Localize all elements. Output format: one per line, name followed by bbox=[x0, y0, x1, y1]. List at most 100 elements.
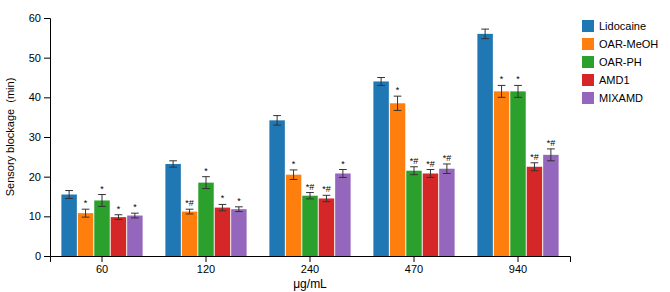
bar bbox=[335, 173, 350, 256]
annotation: * bbox=[221, 193, 225, 203]
bar bbox=[543, 155, 558, 256]
legend-swatch bbox=[582, 74, 594, 86]
error-bar bbox=[394, 96, 402, 110]
bar bbox=[215, 208, 230, 256]
tick-label: 120 bbox=[197, 263, 215, 275]
tick-label: 50 bbox=[29, 52, 41, 64]
bar bbox=[198, 183, 213, 256]
legend-swatch bbox=[582, 56, 594, 68]
legend-label: AMD1 bbox=[599, 74, 630, 86]
annotation: * bbox=[84, 198, 88, 208]
bar bbox=[111, 217, 126, 256]
error-bar bbox=[131, 213, 139, 218]
y-tick: 40 bbox=[29, 91, 50, 103]
bar bbox=[94, 200, 109, 256]
tick-mark bbox=[102, 256, 103, 262]
annotation: * bbox=[133, 202, 137, 212]
tick-label: 30 bbox=[29, 131, 41, 143]
axis-line bbox=[51, 257, 571, 263]
error-bar bbox=[306, 193, 314, 199]
tick-mark bbox=[44, 256, 50, 257]
error-bar bbox=[339, 170, 347, 178]
annotation: * bbox=[292, 159, 296, 169]
y-tick: 0 bbox=[35, 250, 50, 262]
annotation: * bbox=[117, 204, 121, 214]
tick-mark bbox=[206, 256, 207, 262]
bar-series bbox=[94, 85, 525, 256]
chart: 010203040506060120240470940μg/mLSensory … bbox=[0, 0, 670, 292]
legend-item: Lidocaine bbox=[582, 20, 646, 32]
bar bbox=[527, 167, 542, 256]
legend-label: Lidocaine bbox=[599, 20, 646, 32]
tick-label: 60 bbox=[29, 12, 41, 24]
bar bbox=[165, 164, 180, 256]
bar bbox=[439, 169, 454, 256]
tick-mark bbox=[414, 256, 415, 262]
bar bbox=[286, 175, 301, 256]
tick-mark bbox=[44, 216, 50, 217]
bar bbox=[61, 195, 76, 256]
bar bbox=[231, 209, 246, 256]
bar-series bbox=[61, 29, 492, 256]
annotation: * bbox=[204, 166, 208, 176]
annotation: *# bbox=[185, 198, 194, 208]
bar bbox=[269, 120, 284, 256]
legend-item: OAR-MeOH bbox=[582, 38, 658, 50]
error-bar bbox=[273, 116, 281, 126]
annotation: *# bbox=[410, 156, 419, 166]
tick-label: 10 bbox=[29, 210, 41, 222]
legend-label: MIXAMD bbox=[599, 92, 643, 104]
error-bar bbox=[377, 78, 385, 86]
annotation: * bbox=[341, 159, 345, 169]
bar-series bbox=[111, 163, 542, 256]
tick-mark bbox=[44, 137, 50, 138]
plot-area bbox=[61, 29, 558, 256]
x-axis-title: μg/mL bbox=[293, 277, 327, 291]
bar bbox=[127, 216, 142, 256]
tick-label: 470 bbox=[405, 263, 423, 275]
error-bar bbox=[514, 85, 522, 97]
error-bar bbox=[202, 177, 210, 189]
legend-swatch bbox=[582, 92, 594, 104]
error-bar bbox=[186, 209, 194, 214]
bar bbox=[373, 81, 388, 256]
tick-label: 0 bbox=[35, 250, 41, 262]
y-tick: 50 bbox=[29, 52, 50, 64]
x-tick: 940 bbox=[509, 256, 527, 275]
bar bbox=[494, 91, 509, 256]
error-bar bbox=[65, 191, 73, 199]
error-bar bbox=[443, 164, 451, 174]
annotation: *# bbox=[443, 153, 452, 163]
bar bbox=[319, 198, 334, 256]
tick-mark bbox=[310, 256, 311, 262]
annotation: *# bbox=[306, 182, 315, 192]
error-bar bbox=[235, 207, 243, 212]
bar bbox=[78, 213, 93, 256]
bar-series bbox=[78, 85, 509, 256]
annotation: * bbox=[396, 85, 400, 95]
error-bar bbox=[290, 170, 298, 180]
legend-swatch bbox=[582, 38, 594, 50]
bar-series bbox=[127, 149, 558, 256]
error-bar bbox=[531, 163, 539, 171]
legend-item: AMD1 bbox=[582, 74, 630, 86]
bar bbox=[302, 196, 317, 256]
y-tick: 10 bbox=[29, 210, 50, 222]
x-tick: 60 bbox=[96, 256, 108, 275]
legend-label: OAR-MeOH bbox=[599, 38, 658, 50]
tick-mark bbox=[518, 256, 519, 262]
tick-mark bbox=[44, 177, 50, 178]
tick-mark bbox=[44, 97, 50, 98]
bar bbox=[182, 212, 197, 256]
error-bar bbox=[498, 85, 506, 97]
tick-label: 940 bbox=[509, 263, 527, 275]
x-tick: 120 bbox=[197, 256, 215, 275]
bar bbox=[510, 91, 525, 256]
tick-label: 60 bbox=[96, 263, 108, 275]
tick-label: 40 bbox=[29, 91, 41, 103]
error-bar bbox=[323, 195, 331, 201]
y-axis-title: Sensory blockage (min) bbox=[4, 78, 16, 197]
error-bar bbox=[547, 149, 555, 161]
tick-label: 240 bbox=[301, 263, 319, 275]
x-tick: 470 bbox=[405, 256, 423, 275]
